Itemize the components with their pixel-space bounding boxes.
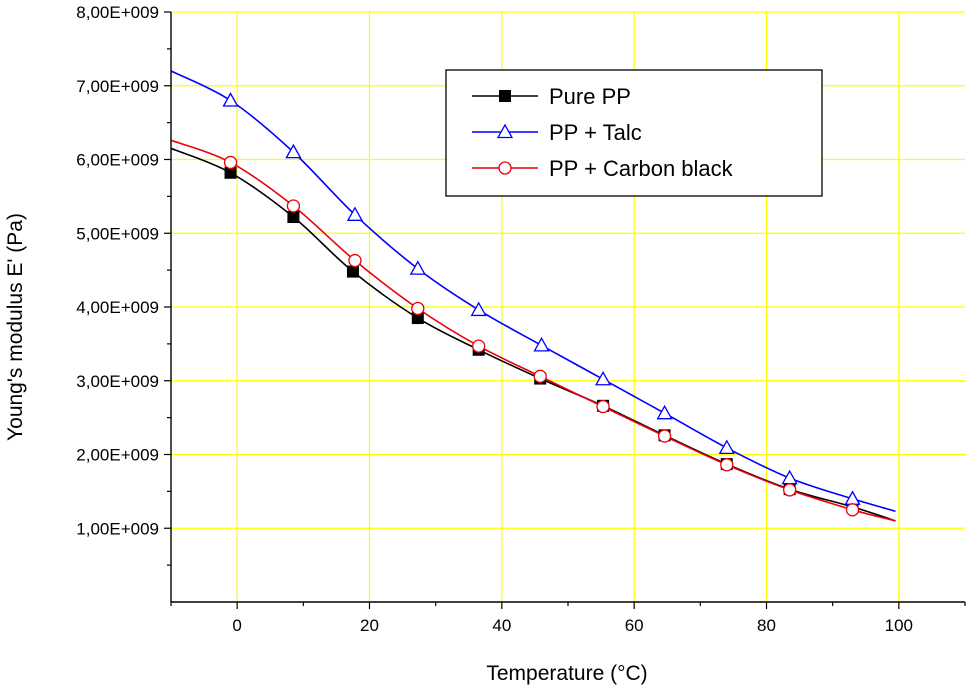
series-markers — [222, 92, 861, 517]
x-tick-label: 60 — [625, 616, 644, 635]
data-point-series-2 — [594, 370, 612, 386]
data-point-series-3 — [720, 458, 734, 472]
legend: Pure PP PP + Talc PP + Carbon black — [445, 69, 823, 197]
data-point-series-3 — [596, 399, 610, 414]
y-tick-label: 8,00E+009 — [76, 3, 159, 22]
x-axis-label: Temperature (°C) — [486, 662, 647, 685]
x-tick-label: 40 — [492, 616, 511, 635]
x-tick-label: 80 — [757, 616, 776, 635]
x-tick-label: 100 — [885, 616, 913, 635]
y-tick-label: 3,00E+009 — [76, 372, 159, 391]
y-tick-label: 4,00E+009 — [76, 298, 159, 317]
x-tick-label: 20 — [360, 616, 379, 635]
legend-label: Pure PP — [549, 84, 631, 109]
data-point-series-2 — [285, 143, 302, 159]
data-point-series-3 — [533, 369, 547, 383]
tick-labels: 0 20 40 60 80 100 1,00E+009 2,00E+009 3,00E+009 4… — [76, 3, 913, 635]
data-point-series-2 — [346, 206, 364, 221]
y-tick-label: 6,00E+009 — [76, 151, 159, 170]
series-line-3 — [170, 139, 896, 522]
axes — [164, 11, 966, 609]
data-point-series-3 — [472, 339, 486, 353]
legend-marker — [498, 161, 512, 175]
legend-marker — [496, 123, 514, 139]
series-line-1 — [170, 147, 896, 522]
x-tick-label: 0 — [232, 616, 241, 635]
data-point-series-2 — [409, 260, 426, 275]
y-tick-label: 2,00E+009 — [76, 446, 159, 465]
y-tick-label: 1,00E+009 — [76, 519, 159, 538]
data-point-series-2 — [470, 301, 487, 317]
legend-label: PP + Talc — [549, 120, 642, 145]
data-point-series-2 — [656, 404, 673, 420]
data-point-series-3 — [783, 483, 797, 497]
data-point-series-3 — [411, 301, 425, 316]
data-point-series-3 — [657, 429, 672, 443]
data-point-series-3 — [223, 155, 238, 170]
data-point-series-3 — [348, 253, 362, 268]
data-point-series-2 — [718, 439, 735, 455]
data-point-series-2 — [781, 469, 798, 485]
data-point-series-1 — [287, 211, 300, 224]
legend-marker — [499, 90, 511, 102]
data-point-series-2 — [222, 92, 239, 107]
data-point-series-3 — [286, 199, 301, 213]
y-tick-label: 7,00E+009 — [76, 77, 159, 96]
data-point-series-3 — [845, 503, 860, 517]
y-tick-label: 5,00E+009 — [76, 224, 159, 243]
data-point-series-1 — [346, 265, 359, 278]
data-point-series-2 — [533, 337, 550, 352]
y-axis-label: Young's modulus E' (Pa) — [4, 213, 27, 441]
legend-label: PP + Carbon black — [549, 156, 734, 181]
